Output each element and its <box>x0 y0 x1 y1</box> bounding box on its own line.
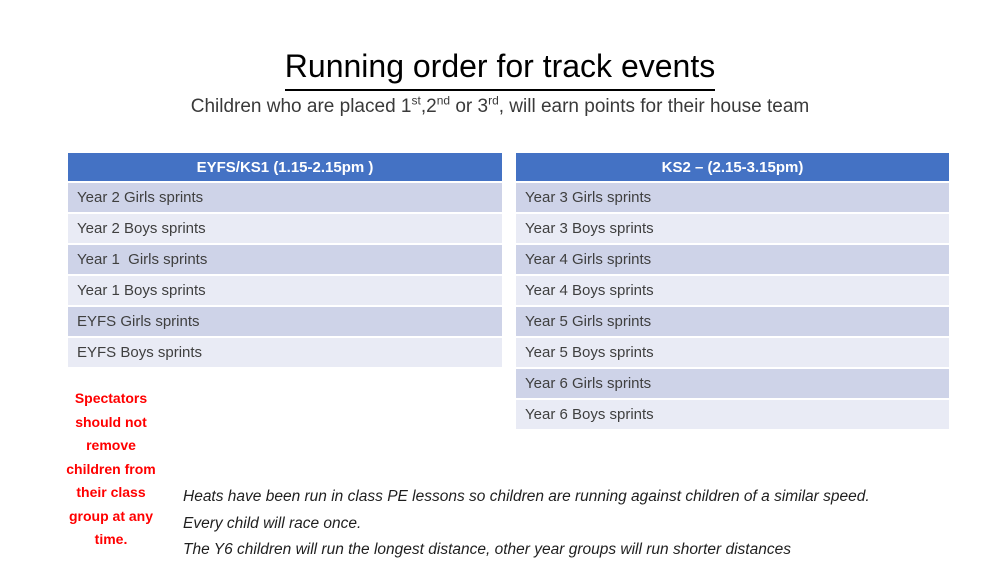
subtitle-prefix: Children who are placed 1 <box>190 96 412 117</box>
subtitle-mid1: ,2 <box>420 96 437 117</box>
table-row: EYFS Girls sprints <box>68 307 502 336</box>
table-row: Year 6 Girls sprints <box>516 369 949 398</box>
subtitle-mid2: or 3 <box>450 96 489 117</box>
note-line: Every child will race once. <box>183 514 362 532</box>
note-line: Heats have been run in class PE lessons … <box>183 488 870 505</box>
table-row: Year 3 Boys sprints <box>516 214 949 243</box>
table-row: Year 5 Girls sprints <box>516 307 949 336</box>
subtitle-suffix: , will earn points for their house team <box>498 96 810 117</box>
table-row: Year 6 Boys sprints <box>516 400 949 429</box>
warning-line: their class <box>76 484 146 500</box>
warning-line: remove <box>86 437 136 453</box>
warning-line: time. <box>94 531 128 547</box>
table-row: Year 2 Girls sprints <box>68 183 502 212</box>
page-title: Running order for track events <box>284 48 716 91</box>
title-container: Running order for track events <box>0 48 1000 91</box>
table-ks2-header: KS2 – (2.15-3.15pm) <box>516 153 949 181</box>
table-row: Year 1 Boys sprints <box>68 276 502 305</box>
subtitle-sup-st: st <box>411 93 421 108</box>
table-eyfs-ks1-header: EYFS/KS1 (1.15-2.15pm ) <box>68 153 502 181</box>
subtitle-sup-rd: rd <box>488 93 499 108</box>
table-row: Year 1 Girls sprints <box>68 245 502 274</box>
table-eyfs-ks1: EYFS/KS1 (1.15-2.15pm ) Year 2 Girls spr… <box>68 153 502 367</box>
event-notes: Heats have been run in class PE lessons … <box>183 484 995 564</box>
table-row: Year 3 Girls sprints <box>516 183 949 212</box>
subtitle-sup-nd: nd <box>436 93 451 108</box>
table-row: Year 5 Boys sprints <box>516 338 949 367</box>
spectator-warning: Spectators should not remove children fr… <box>36 387 186 552</box>
note-line: The Y6 children will run the longest dis… <box>183 541 791 558</box>
warning-line: children from <box>66 460 156 477</box>
table-row: Year 2 Boys sprints <box>68 214 502 243</box>
page-subtitle: Children who are placed 1st,2nd or 3rd, … <box>0 93 1000 118</box>
warning-line: Spectators <box>74 390 148 406</box>
table-row: Year 4 Boys sprints <box>516 276 949 305</box>
table-row: Year 4 Girls sprints <box>516 245 949 274</box>
table-ks2: KS2 – (2.15-3.15pm) Year 3 Girls sprints… <box>516 153 949 429</box>
warning-line: should not <box>75 413 147 430</box>
table-row: EYFS Boys sprints <box>68 338 502 367</box>
warning-line: group at any <box>68 507 153 524</box>
